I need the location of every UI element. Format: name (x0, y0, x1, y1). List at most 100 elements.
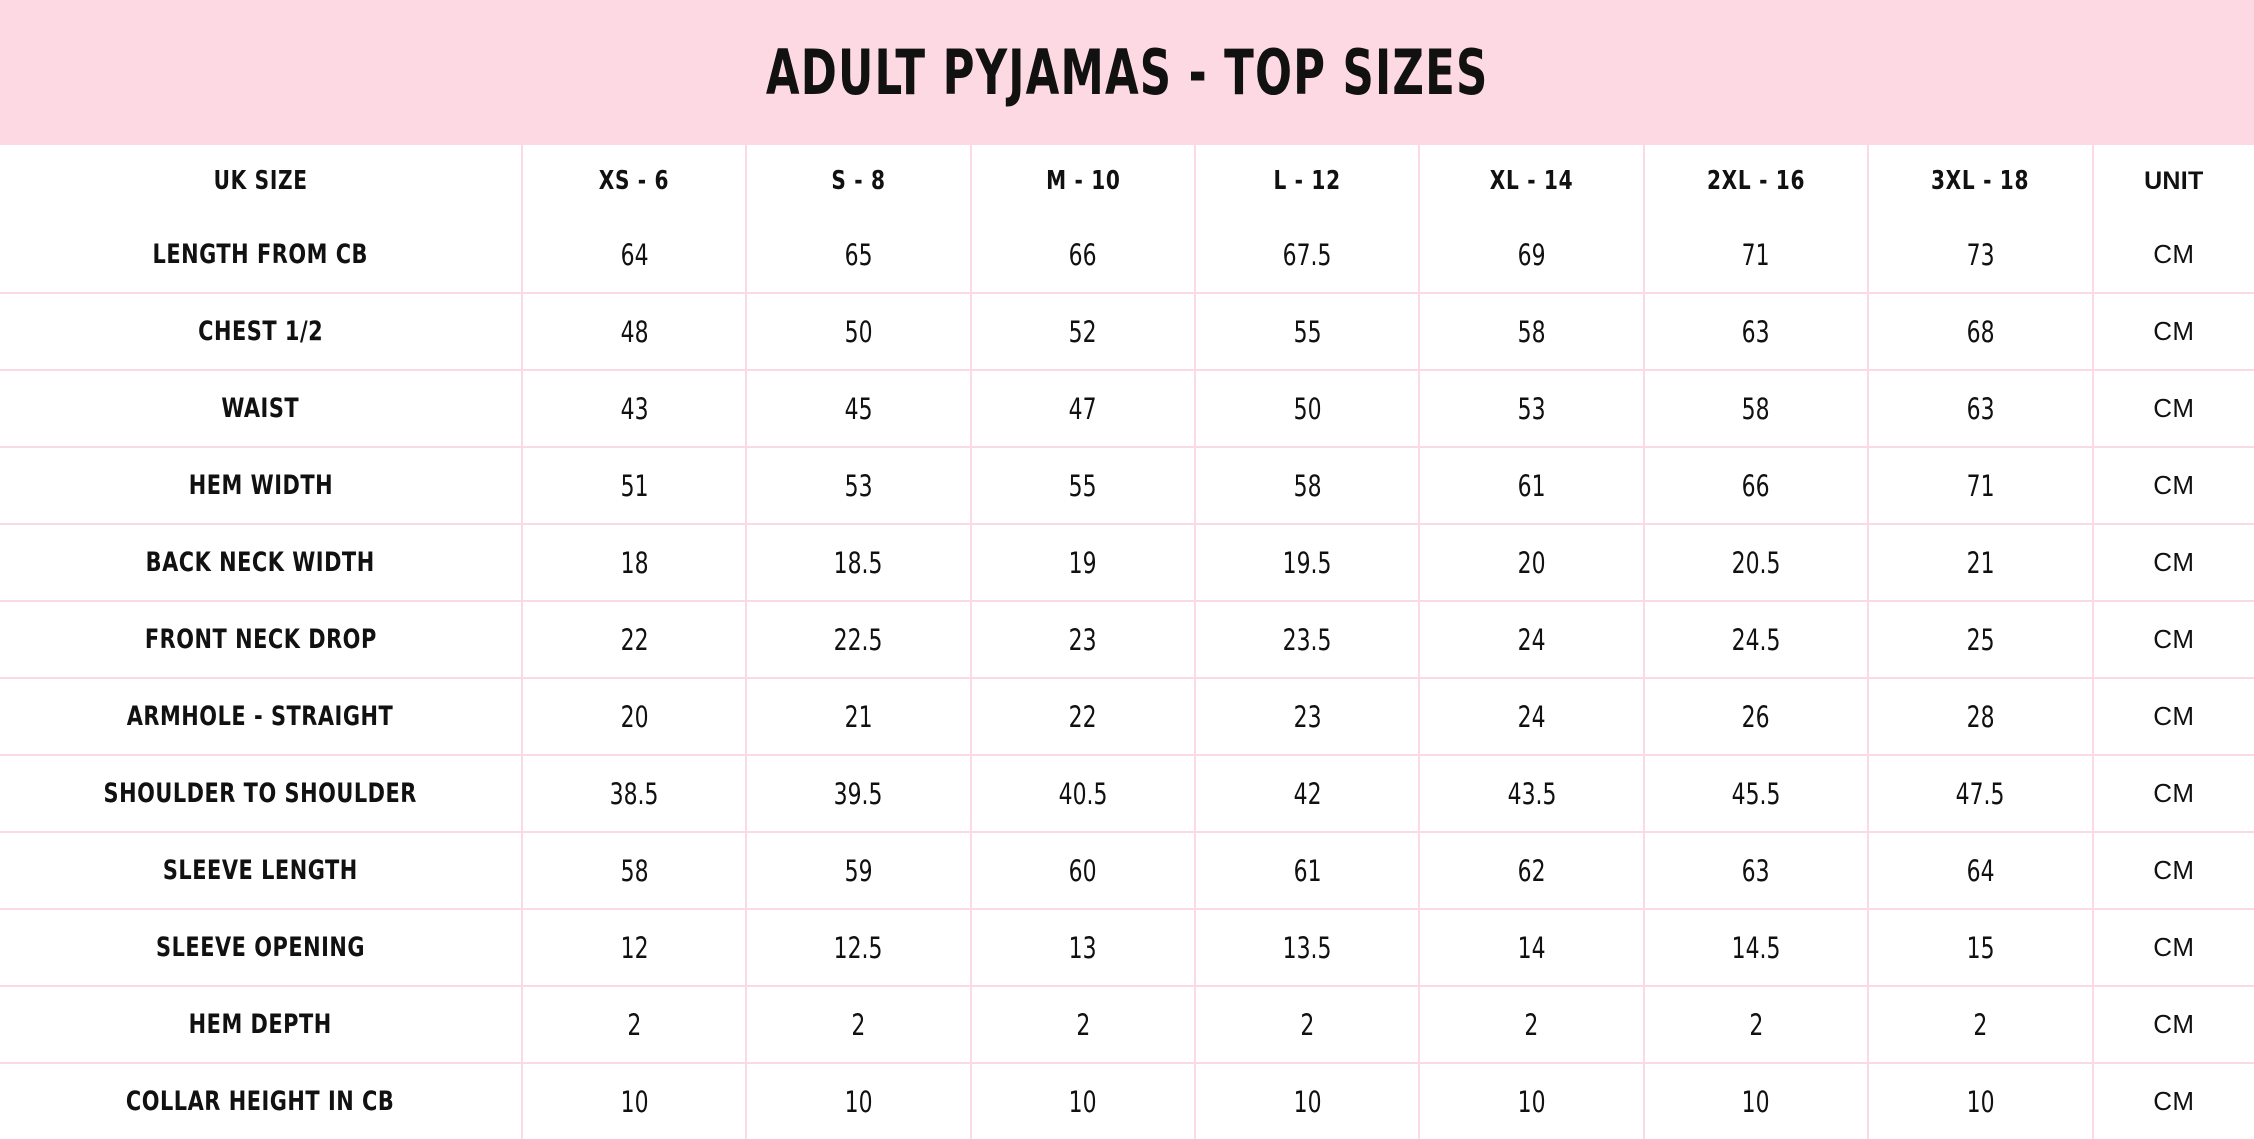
measurement-cell: 2 (521, 986, 748, 1064)
header-row: UK SIZE XS - 6 S - 8 M - 10 L - 12 XL - … (0, 145, 2254, 217)
unit-label: CM (2153, 547, 2195, 577)
measurement-value: 58 (1517, 314, 1546, 349)
row-header-cell: ARMHOLE - STRAIGHT (0, 678, 523, 756)
measurement-value: 18.5 (834, 545, 883, 580)
table-row: BACK NECK WIDTH 18 18.5 19 19.5 20 20.5 21 CM (0, 524, 2254, 602)
measurement-cell: 2 (746, 986, 972, 1064)
measurement-value: 68 (1966, 314, 1995, 349)
column-header-label: 3XL - 18 (1931, 166, 2030, 196)
measurement-value: 20 (620, 699, 649, 734)
measurement-value: 53 (844, 468, 873, 503)
measurement-cell: 61 (1419, 447, 1645, 525)
measurement-value: 12.5 (834, 930, 883, 965)
measurement-cell: 58 (1643, 370, 1870, 448)
measurement-value: 18 (620, 545, 649, 580)
measurement-cell: 69 (1419, 217, 1645, 294)
table-row: COLLAR HEIGHT IN CB 10 10 10 10 10 10 10 CM (0, 1063, 2254, 1139)
measurement-value: 65 (844, 237, 873, 272)
column-header-label: UK SIZE (213, 166, 308, 196)
title-banner: ADULT PYJAMAS - TOP SIZES (0, 0, 2254, 145)
measurement-cell: 50 (746, 293, 972, 371)
measurement-value: 2 (1300, 1007, 1315, 1042)
column-header-s: S - 8 (746, 145, 972, 217)
measurement-cell: 39.5 (746, 755, 972, 833)
measurement-cell: 14 (1419, 909, 1645, 987)
measurement-value: 2 (1749, 1007, 1764, 1042)
table-header: UK SIZE XS - 6 S - 8 M - 10 L - 12 XL - … (0, 145, 2254, 217)
measurement-cell: 58 (1419, 293, 1645, 371)
measurement-cell: 24.5 (1643, 601, 1870, 679)
measurement-value: 47 (1068, 391, 1097, 426)
unit-label: CM (2153, 470, 2195, 500)
table-row: ARMHOLE - STRAIGHT 20 21 22 23 24 26 28 CM (0, 678, 2254, 756)
measurement-cell: 52 (970, 293, 1197, 371)
measurement-cell: 26 (1643, 678, 1870, 756)
measurement-value: 51 (620, 468, 649, 503)
measurement-cell: 48 (521, 293, 748, 371)
table-row: SLEEVE OPENING 12 12.5 13 13.5 14 14.5 15 CM (0, 909, 2254, 987)
table-row: CHEST 1/2 48 50 52 55 58 63 68 CM (0, 293, 2254, 371)
measurement-value: 69 (1517, 237, 1546, 272)
measurement-cell: 20 (1419, 524, 1645, 602)
unit-cell: CM (2092, 1063, 2254, 1139)
unit-label: CM (2153, 932, 2195, 962)
measurement-value: 45 (844, 391, 873, 426)
unit-label: CM (2153, 1009, 2195, 1039)
row-label: WAIST (221, 393, 300, 424)
measurement-value: 22 (620, 622, 649, 657)
column-header-label: XL - 14 (1489, 166, 1574, 196)
column-header-unit: UNIT (2092, 145, 2254, 217)
measurement-value: 43 (620, 391, 649, 426)
measurement-cell: 65 (746, 217, 972, 294)
measurement-value: 55 (1293, 314, 1322, 349)
table-row: HEM WIDTH 51 53 55 58 61 66 71 CM (0, 447, 2254, 525)
unit-cell: CM (2092, 524, 2254, 602)
table-body: LENGTH FROM CB 64 65 66 67.5 69 71 73 CM CHEST 1/… (0, 217, 2254, 1139)
row-label: BACK NECK WIDTH (145, 547, 375, 578)
measurement-cell: 23.5 (1195, 601, 1421, 679)
measurement-value: 53 (1517, 391, 1546, 426)
measurement-cell: 2 (970, 986, 1197, 1064)
measurement-value: 15 (1966, 930, 1995, 965)
measurement-value: 20 (1517, 545, 1546, 580)
measurement-value: 23 (1068, 622, 1097, 657)
measurement-value: 48 (620, 314, 649, 349)
measurement-cell: 22.5 (746, 601, 972, 679)
measurement-value: 47.5 (1956, 776, 2005, 811)
measurement-cell: 24 (1419, 678, 1645, 756)
column-header-3xl: 3XL - 18 (1868, 145, 2094, 217)
measurement-value: 38.5 (609, 776, 659, 811)
measurement-value: 10 (1293, 1084, 1322, 1119)
column-header-m: M - 10 (970, 145, 1197, 217)
measurement-cell: 71 (1643, 217, 1870, 294)
measurement-value: 10 (1517, 1084, 1546, 1119)
measurement-cell: 66 (1643, 447, 1870, 525)
measurement-cell: 10 (521, 1063, 748, 1139)
unit-cell: CM (2092, 601, 2254, 679)
measurement-cell: 12 (521, 909, 748, 987)
measurement-cell: 2 (1195, 986, 1421, 1064)
measurement-value: 10 (1742, 1084, 1771, 1119)
measurement-cell: 43 (521, 370, 748, 448)
measurement-cell: 45 (746, 370, 972, 448)
measurement-value: 2 (1524, 1007, 1539, 1042)
measurement-value: 63 (1742, 314, 1771, 349)
measurement-value: 66 (1068, 237, 1097, 272)
table-row: SLEEVE LENGTH 58 59 60 61 62 63 64 CM (0, 832, 2254, 910)
measurement-cell: 67.5 (1195, 217, 1421, 294)
measurement-value: 21 (844, 699, 873, 734)
table-row: HEM DEPTH 2 2 2 2 2 2 2 CM (0, 986, 2254, 1064)
measurement-cell: 42 (1195, 755, 1421, 833)
measurement-value: 13 (1068, 930, 1097, 965)
measurement-cell: 12.5 (746, 909, 972, 987)
measurement-cell: 10 (1868, 1063, 2094, 1139)
measurement-cell: 20.5 (1643, 524, 1870, 602)
measurement-value: 2 (1075, 1007, 1090, 1042)
measurement-value: 14 (1517, 930, 1546, 965)
measurement-cell: 62 (1419, 832, 1645, 910)
measurement-cell: 63 (1868, 370, 2094, 448)
measurement-value: 40.5 (1058, 776, 1108, 811)
measurement-cell: 60 (970, 832, 1197, 910)
measurement-value: 28 (1966, 699, 1995, 734)
